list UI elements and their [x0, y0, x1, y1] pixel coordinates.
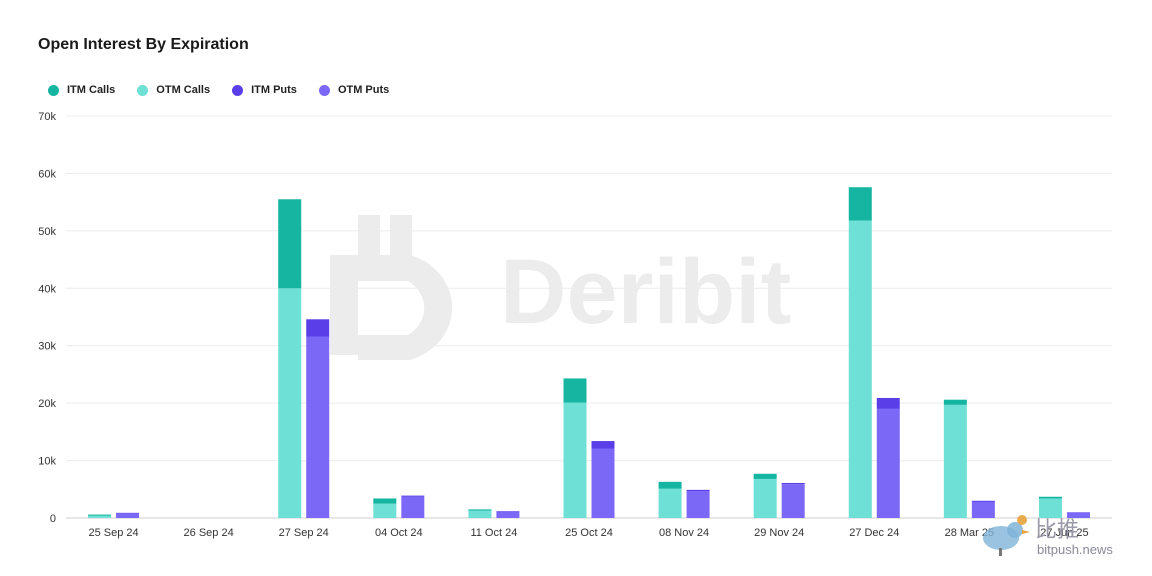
bar-otm-puts	[781, 484, 805, 518]
bar-itm-calls	[658, 481, 682, 489]
bar-itm-calls	[468, 509, 492, 511]
legend-item-otm-calls[interactable]: OTM Calls	[137, 84, 210, 96]
bar-otm-puts	[116, 513, 140, 518]
legend-swatch-itm-puts	[232, 84, 244, 96]
bitpush-watermark: 比推 bitpush.news	[975, 512, 1145, 572]
bar-otm-calls	[563, 402, 587, 518]
bar-otm-calls	[658, 488, 682, 518]
bar-otm-calls	[373, 503, 397, 518]
x-tick-label: 27 Dec 24	[849, 527, 899, 539]
legend-swatch-otm-puts	[318, 84, 330, 96]
bar-itm-puts	[971, 500, 995, 502]
gridlines	[66, 115, 1112, 519]
bird-icon	[983, 515, 1030, 556]
legend-item-itm-puts[interactable]: ITM Puts	[232, 84, 297, 96]
bar-otm-puts	[971, 501, 995, 518]
legend-item-itm-calls[interactable]: ITM Calls	[48, 84, 115, 96]
chart-title: Open Interest By Expiration	[38, 36, 249, 53]
bar-itm-calls	[943, 399, 967, 405]
bar-otm-puts	[876, 408, 900, 518]
bitpush-url-text: bitpush.news	[1037, 542, 1113, 557]
bar-itm-puts	[686, 489, 710, 492]
watermark-text: Deribit	[500, 241, 791, 343]
x-tick-label: 08 Nov 24	[659, 527, 709, 539]
y-tick-label: 30k	[38, 341, 56, 353]
y-tick-label: 20k	[38, 398, 56, 410]
bar-otm-calls	[468, 510, 492, 518]
bar-otm-calls	[753, 478, 777, 518]
legend-label-itm-puts: ITM Puts	[251, 84, 297, 96]
bars-layer	[88, 187, 1090, 518]
x-tick-label: 11 Oct 24	[470, 527, 517, 539]
bar-itm-puts	[1066, 512, 1090, 513]
bar-itm-puts	[306, 319, 330, 337]
bar-itm-calls	[278, 199, 302, 289]
bar-itm-calls	[373, 498, 397, 504]
x-tick-label: 25 Sep 24	[88, 527, 138, 539]
legend-label-otm-puts: OTM Puts	[337, 84, 390, 96]
y-tick-label: 50k	[38, 226, 56, 238]
bar-otm-puts	[686, 491, 710, 518]
x-tick-label: 27 Jun 25	[1040, 527, 1088, 539]
y-axis: 0 10k 20k 30k 40k 50k 60k 70k	[38, 111, 56, 525]
bar-itm-puts	[496, 511, 520, 512]
x-tick-label: 28 Mar 25	[945, 527, 995, 539]
bar-itm-puts	[781, 482, 805, 485]
y-tick-label: 40k	[38, 283, 56, 295]
bar-otm-puts	[496, 511, 520, 518]
bar-itm-calls	[848, 187, 872, 221]
bar-otm-calls	[1038, 498, 1062, 518]
x-tick-label: 27 Sep 24	[279, 527, 329, 539]
chart-legend: ITM Calls OTM Calls ITM Puts OTM Puts	[48, 84, 389, 96]
bar-otm-puts	[401, 496, 425, 518]
bar-otm-calls	[278, 288, 302, 518]
bar-otm-puts	[591, 448, 615, 518]
bar-itm-puts	[116, 512, 140, 514]
x-tick-label: 29 Nov 24	[754, 527, 804, 539]
bar-otm-puts	[306, 336, 330, 518]
bitpush-cn-text: 比推	[1035, 518, 1080, 543]
bar-otm-puts	[1066, 512, 1090, 518]
bar-itm-calls	[753, 473, 777, 479]
x-tick-label: 26 Sep 24	[184, 527, 234, 539]
bar-itm-puts	[401, 495, 425, 497]
bar-otm-calls	[88, 515, 112, 518]
bar-itm-calls	[563, 378, 587, 403]
deribit-watermark: Deribit	[330, 215, 791, 360]
x-axis: 25 Sep 24 26 Sep 24 27 Sep 24 04 Oct 24 11 O…	[88, 527, 1088, 539]
y-tick-label: 70k	[38, 111, 56, 123]
bar-itm-puts	[591, 441, 615, 449]
bar-otm-calls	[943, 404, 967, 518]
y-tick-label: 10k	[38, 456, 56, 468]
legend-label-itm-calls: ITM Calls	[67, 84, 116, 96]
legend-swatch-otm-calls	[137, 84, 149, 96]
bar-itm-puts	[876, 397, 900, 409]
y-tick-label: 60k	[38, 168, 56, 180]
bar-itm-calls	[1038, 496, 1062, 499]
bar-otm-calls	[848, 220, 872, 518]
legend-label-otm-calls: OTM Calls	[156, 84, 211, 96]
legend-swatch-itm-calls	[48, 84, 59, 96]
x-tick-label: 25 Oct 24	[565, 527, 613, 539]
x-tick-label: 04 Oct 24	[375, 527, 423, 539]
legend-item-otm-puts[interactable]: OTM Puts	[318, 84, 390, 96]
bar-itm-calls	[88, 514, 112, 516]
y-tick-label: 0	[50, 513, 56, 525]
